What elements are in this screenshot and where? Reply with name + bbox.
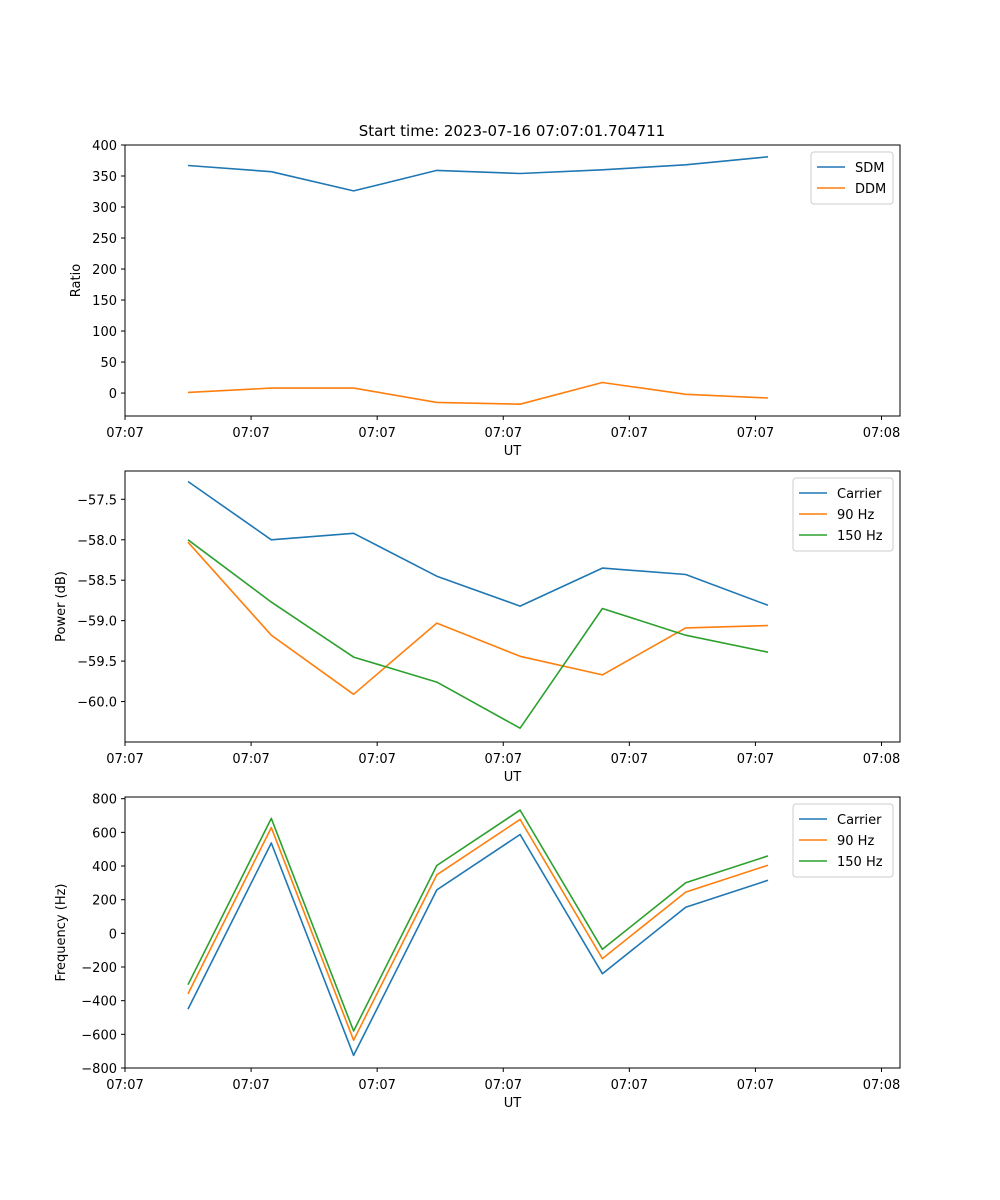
y-tick-label: 0 bbox=[109, 387, 117, 402]
y-tick-label: 350 bbox=[92, 170, 117, 185]
y-tick-label: 100 bbox=[92, 325, 117, 340]
legend-label: 150 Hz bbox=[837, 855, 883, 870]
x-tick-label: 07:07 bbox=[611, 1078, 648, 1093]
y-tick-label: −57.5 bbox=[77, 493, 117, 508]
y-tick-label: −600 bbox=[81, 1028, 117, 1043]
y-tick-label: −59.5 bbox=[77, 655, 117, 670]
y-tick-label: 200 bbox=[92, 894, 117, 909]
y-tick-label: 0 bbox=[109, 927, 117, 942]
series-line-90-hz bbox=[187, 541, 769, 696]
x-tick-label: 07:07 bbox=[485, 426, 522, 441]
x-tick-label: 07:07 bbox=[485, 752, 522, 767]
legend: SDM DDM bbox=[810, 151, 894, 205]
x-tick-label: 07:07 bbox=[737, 1078, 774, 1093]
y-tick-label: 250 bbox=[92, 232, 117, 247]
x-tick-label: 07:07 bbox=[737, 752, 774, 767]
plot-frame bbox=[124, 144, 901, 417]
series-line-90-hz bbox=[187, 818, 769, 1041]
x-tick-label: 07:08 bbox=[863, 1078, 900, 1093]
x-tick-label: 07:07 bbox=[611, 752, 648, 767]
y-tick-label: 150 bbox=[92, 294, 117, 309]
x-tick-label: 07:07 bbox=[106, 426, 143, 441]
x-tick-label: 07:07 bbox=[232, 426, 269, 441]
y-tick-label: 300 bbox=[92, 201, 117, 216]
legend-label: 150 Hz bbox=[837, 529, 883, 544]
legend-label: DDM bbox=[855, 182, 886, 197]
series-line-ddm bbox=[187, 381, 769, 406]
legend: Carrier 90 Hz 150 Hz bbox=[792, 803, 894, 878]
y-tick-label: −58.5 bbox=[77, 574, 117, 589]
x-axis-label: UT bbox=[504, 444, 522, 459]
plot-frame bbox=[124, 470, 901, 743]
plot-frame bbox=[124, 796, 901, 1069]
y-tick-label: −200 bbox=[81, 961, 117, 976]
legend: Carrier 90 Hz 150 Hz bbox=[792, 477, 894, 552]
series-line-carrier bbox=[187, 833, 769, 1057]
x-tick-label: 07:07 bbox=[611, 426, 648, 441]
frequency-chart: −800 −600 −400 −200 0 200 400 600 800 07:07 07:07 0… bbox=[54, 793, 901, 1111]
x-tick-label: 07:07 bbox=[737, 426, 774, 441]
figure-title: Start time: 2023-07-16 07:07:01.704711 bbox=[359, 122, 665, 140]
legend-label: 90 Hz bbox=[837, 508, 874, 523]
legend-label: Carrier bbox=[837, 813, 882, 828]
y-tick-label: 50 bbox=[100, 356, 117, 371]
x-axis-label: UT bbox=[504, 770, 522, 785]
x-tick-label: 07:07 bbox=[106, 752, 143, 767]
y-tick-label: −59.0 bbox=[77, 615, 117, 630]
y-tick-label: −800 bbox=[81, 1062, 117, 1077]
legend-label: SDM bbox=[855, 161, 884, 176]
x-tick-label: 07:07 bbox=[106, 1078, 143, 1093]
series-line-150-hz bbox=[187, 809, 769, 1032]
y-axis-label: Ratio bbox=[69, 264, 84, 297]
y-tick-label: 400 bbox=[92, 860, 117, 875]
series-line-carrier bbox=[187, 480, 769, 607]
y-tick-label: −400 bbox=[81, 995, 117, 1010]
x-tick-label: 07:08 bbox=[863, 752, 900, 767]
y-tick-label: −58.0 bbox=[77, 534, 117, 549]
x-axis-label: UT bbox=[504, 1096, 522, 1111]
y-axis-label: Frequency (Hz) bbox=[54, 883, 69, 981]
x-tick-label: 07:07 bbox=[358, 1078, 395, 1093]
x-tick-label: 07:07 bbox=[358, 752, 395, 767]
series-line-sdm bbox=[187, 156, 769, 192]
x-tick-label: 07:07 bbox=[358, 426, 395, 441]
ratio-chart: 0 50 100 150 200 250 300 350 400 07:07 07:07 07:07 0… bbox=[69, 139, 901, 459]
y-tick-label: −60.0 bbox=[77, 696, 117, 711]
y-axis-label: Power (dB) bbox=[54, 571, 69, 642]
y-tick-label: 600 bbox=[92, 826, 117, 841]
legend-label: Carrier bbox=[837, 487, 882, 502]
legend-box bbox=[792, 803, 894, 878]
y-tick-label: 200 bbox=[92, 263, 117, 278]
legend-box bbox=[810, 151, 894, 205]
legend-label: 90 Hz bbox=[837, 834, 874, 849]
x-tick-label: 07:07 bbox=[232, 752, 269, 767]
x-tick-label: 07:07 bbox=[485, 1078, 522, 1093]
series-line-150-hz bbox=[187, 539, 769, 730]
x-tick-label: 07:07 bbox=[232, 1078, 269, 1093]
legend-box bbox=[792, 477, 894, 552]
power-chart: −57.5 −58.0 −58.5 −59.0 −59.5 −60.0 07:07 07:07… bbox=[54, 470, 901, 785]
x-tick-label: 07:08 bbox=[863, 426, 900, 441]
y-tick-label: 400 bbox=[92, 139, 117, 154]
y-tick-label: 800 bbox=[92, 793, 117, 808]
